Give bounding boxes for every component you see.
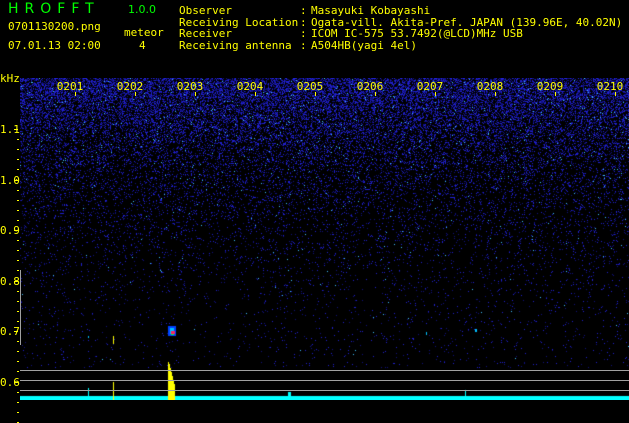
time-label: 0201 (56, 80, 84, 93)
freq-label: 0.6 (0, 375, 20, 389)
freq-minor-tick (17, 401, 19, 403)
freq-tick (14, 381, 18, 383)
freq-minor-tick (17, 189, 19, 191)
info-colon: : (300, 27, 307, 40)
info-colon: : (300, 15, 307, 29)
freq-tick (14, 179, 18, 181)
time-label: 0210 (596, 80, 624, 93)
freq-minor-tick (17, 361, 19, 362)
freq-tick (14, 280, 18, 282)
freq-minor-tick (17, 250, 19, 251)
freq-label: 0.7 (0, 325, 20, 338)
time-tick (435, 92, 436, 96)
axis-line (20, 270, 21, 345)
freq-minor-tick (17, 159, 19, 160)
unit-label: kHz (0, 72, 20, 85)
info-value: Masayuki Kobayashi (311, 4, 431, 17)
time-tick (615, 92, 616, 96)
freq-minor-tick (17, 270, 19, 271)
info-label: Receiving Location (179, 15, 299, 29)
freq-minor-tick (17, 351, 19, 352)
freq-minor-tick (17, 169, 19, 170)
freq-minor-tick (17, 209, 19, 211)
app-title: HROFFT (8, 1, 100, 17)
meteor-label: meteor (124, 26, 164, 39)
info-label: Receiver (179, 27, 232, 40)
info-label: Receiving antenna (179, 38, 292, 52)
app-version: 1.0.0 (128, 3, 156, 16)
spectrogram (20, 78, 629, 400)
freq-label: 0.9 (0, 224, 20, 237)
time-label: 0204 (236, 80, 264, 93)
freq-minor-tick (17, 391, 19, 393)
time-label: 0203 (176, 80, 204, 93)
info-value: Ogata-vill. Akita-Pref. JAPAN (139.96E, … (311, 15, 623, 29)
freq-minor-tick (17, 149, 19, 150)
time-label: 0206 (356, 80, 384, 93)
freq-tick (14, 129, 18, 130)
histogram-gridline (20, 380, 629, 381)
info-value: A504HB(yagi 4el) (311, 38, 417, 52)
time-tick (135, 92, 136, 96)
freq-minor-tick (17, 341, 19, 342)
freq-tick (14, 331, 18, 332)
time-tick (555, 92, 556, 96)
freq-minor-tick (17, 371, 19, 372)
time-label: 0207 (416, 80, 444, 93)
freq-minor-tick (17, 421, 19, 423)
time-label: 0208 (476, 80, 504, 93)
freq-minor-tick (17, 219, 19, 221)
time-tick (375, 92, 376, 96)
time-tick (315, 92, 316, 96)
info-colon: : (300, 38, 307, 52)
time-tick (75, 92, 76, 96)
freq-minor-tick (17, 320, 19, 322)
meteor-count: 4 (139, 39, 146, 52)
freq-minor-tick (17, 310, 19, 312)
time-tick (195, 92, 196, 96)
freq-minor-tick (17, 240, 19, 241)
info-label: Observer (179, 4, 232, 17)
histogram-gridline (20, 390, 629, 391)
freq-minor-tick (17, 411, 19, 413)
freq-minor-tick (17, 300, 19, 302)
info-value: ICOM IC-575 53.7492(@LCD)MHz USB (311, 27, 523, 40)
histogram-gridline (20, 370, 629, 371)
freq-tick (14, 230, 18, 231)
freq-minor-tick (17, 260, 19, 261)
freq-label: 1.0 (0, 173, 20, 187)
freq-minor-tick (17, 139, 19, 140)
file-datetime: 07.01.13 02:00 (8, 39, 101, 52)
freq-label: 0.8 (0, 274, 20, 288)
time-tick (255, 92, 256, 96)
info-colon: : (300, 4, 307, 17)
time-tick (495, 92, 496, 96)
file-name: 0701130200.png (8, 20, 101, 33)
freq-minor-tick (17, 199, 19, 201)
time-label: 0202 (116, 80, 144, 93)
time-label: 0209 (536, 80, 564, 93)
freq-label: 1.1 (0, 123, 20, 136)
time-label: 0205 (296, 80, 324, 93)
freq-minor-tick (17, 290, 19, 292)
